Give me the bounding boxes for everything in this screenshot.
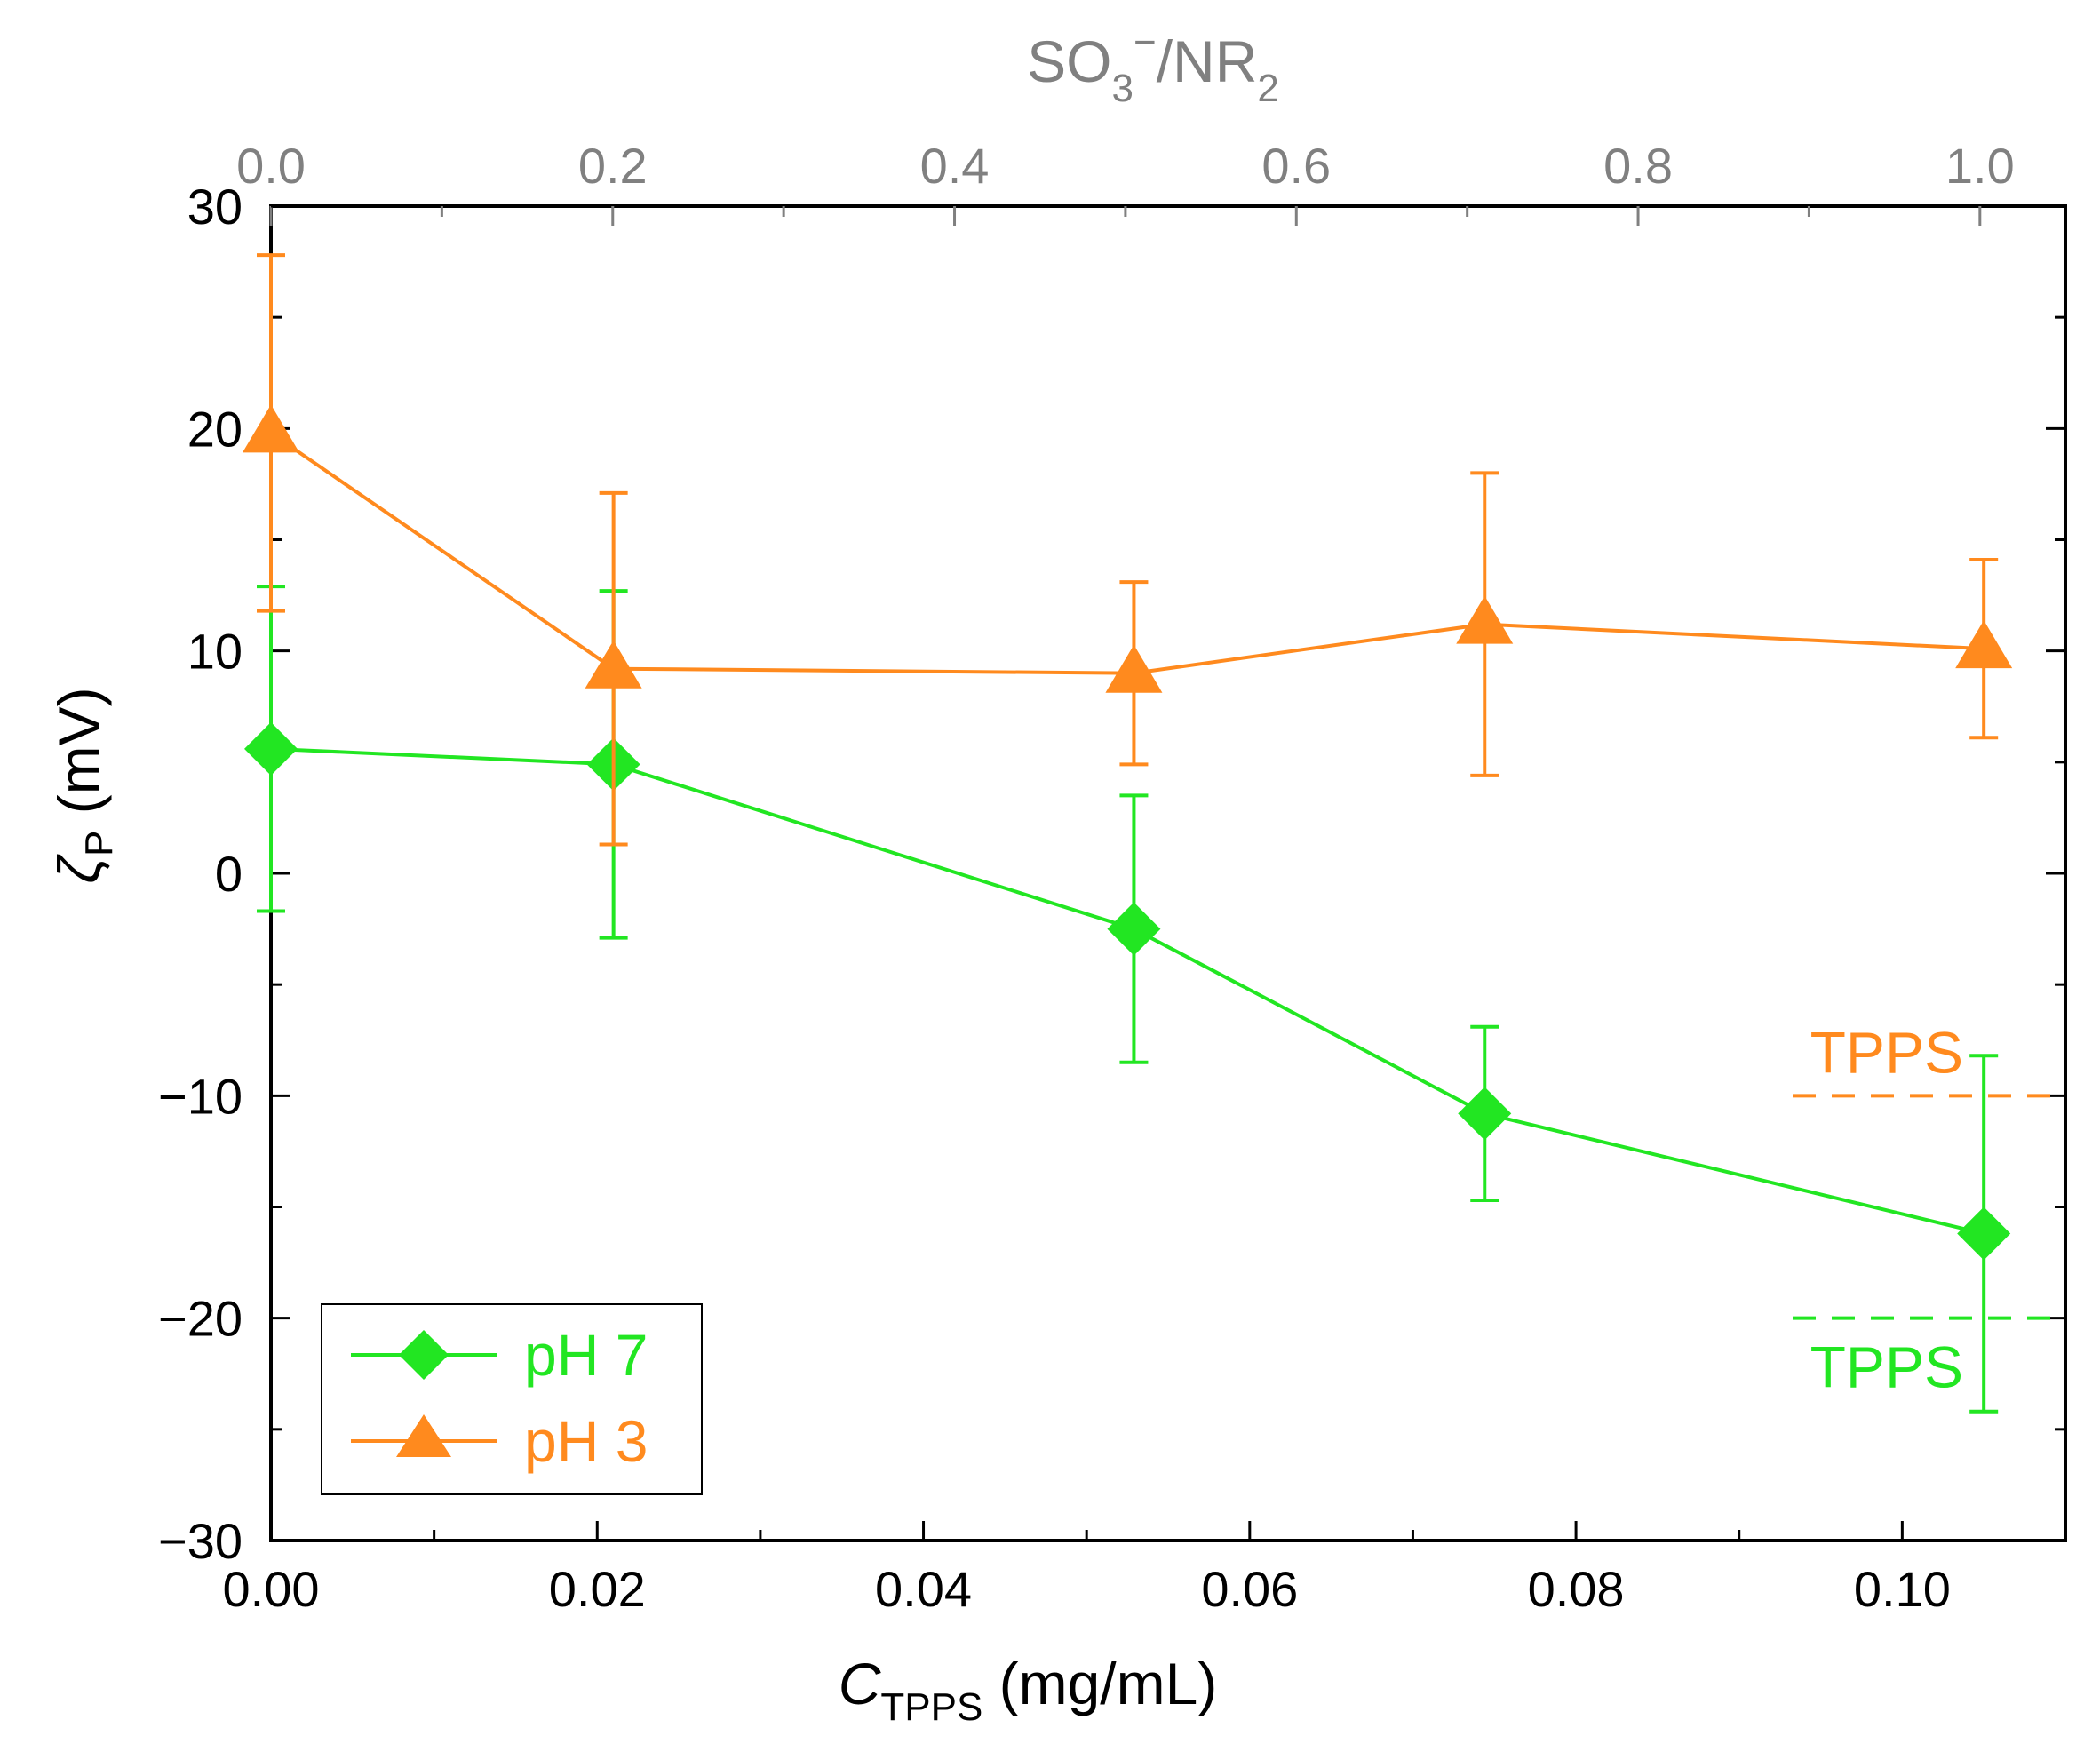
x-tick-label: 0.00: [223, 1561, 320, 1617]
legend: pH 7 pH 3: [321, 1303, 703, 1495]
data-point: [244, 721, 298, 776]
x-tick-label: 0.10: [1854, 1561, 1951, 1617]
data-point: [1105, 644, 1163, 693]
reference-lines: TPPS TPPS: [1793, 1019, 2065, 1400]
y-tick-label: 10: [187, 624, 243, 680]
legend-label-ph3: pH 3: [524, 1408, 648, 1474]
data-point: [1955, 620, 2013, 669]
y-tick-label: −30: [158, 1513, 243, 1569]
series-layer: [243, 253, 2013, 1414]
x2-tick-label: 0.6: [1261, 138, 1331, 194]
data-point: [1957, 1206, 2011, 1261]
x-tick-label: 0.04: [875, 1561, 972, 1617]
legend-marker-triangle: [396, 1414, 451, 1457]
x-tick-label: 0.08: [1528, 1561, 1625, 1617]
x-axis-title: CTPPS (mg/mL): [839, 1651, 1218, 1729]
x2-tick-label: 0.4: [920, 138, 990, 194]
series-line: [269, 431, 1985, 675]
y-axis-title: ζP (mV): [46, 687, 121, 883]
data-point: [585, 640, 642, 689]
legend-item-ph3: pH 3: [351, 1408, 648, 1474]
legend-marker-diamond: [399, 1330, 449, 1380]
reference-line-label: TPPS: [1810, 1019, 1963, 1085]
tick-labels: 0.00 0.02 0.04 0.06 0.08 0.10 0.0 0.2 0.4 0.6 0.8 1…: [158, 138, 2015, 1617]
x2-tick-label: 0.0: [236, 138, 306, 194]
x2-axis-title: SO3−/NR2: [1027, 20, 1279, 110]
y-tick-label: −20: [158, 1291, 243, 1347]
x2-tick-label: 1.0: [1945, 138, 2015, 194]
y-tick-label: −10: [158, 1068, 243, 1124]
series-line: [270, 746, 1985, 1236]
y-tick-label: 30: [187, 179, 243, 235]
y-tick-label: 20: [187, 401, 243, 457]
data-point: [1107, 902, 1161, 956]
legend-item-ph7: pH 7: [351, 1322, 648, 1388]
x-tick-label: 0.06: [1201, 1561, 1298, 1617]
legend-label-ph7: pH 7: [524, 1322, 648, 1388]
data-point: [1458, 1087, 1512, 1141]
reference-line-label: TPPS: [1810, 1334, 1963, 1400]
x-tick-label: 0.02: [549, 1561, 646, 1617]
legend-box: [321, 1303, 703, 1495]
series-ph-3: [243, 253, 2013, 847]
data-point: [1456, 595, 1514, 644]
x2-tick-label: 0.2: [578, 138, 648, 194]
y-tick-label: 0: [215, 846, 243, 902]
data-point: [243, 404, 299, 453]
x2-tick-label: 0.8: [1603, 138, 1673, 194]
series-ph-7: [244, 585, 2011, 1414]
